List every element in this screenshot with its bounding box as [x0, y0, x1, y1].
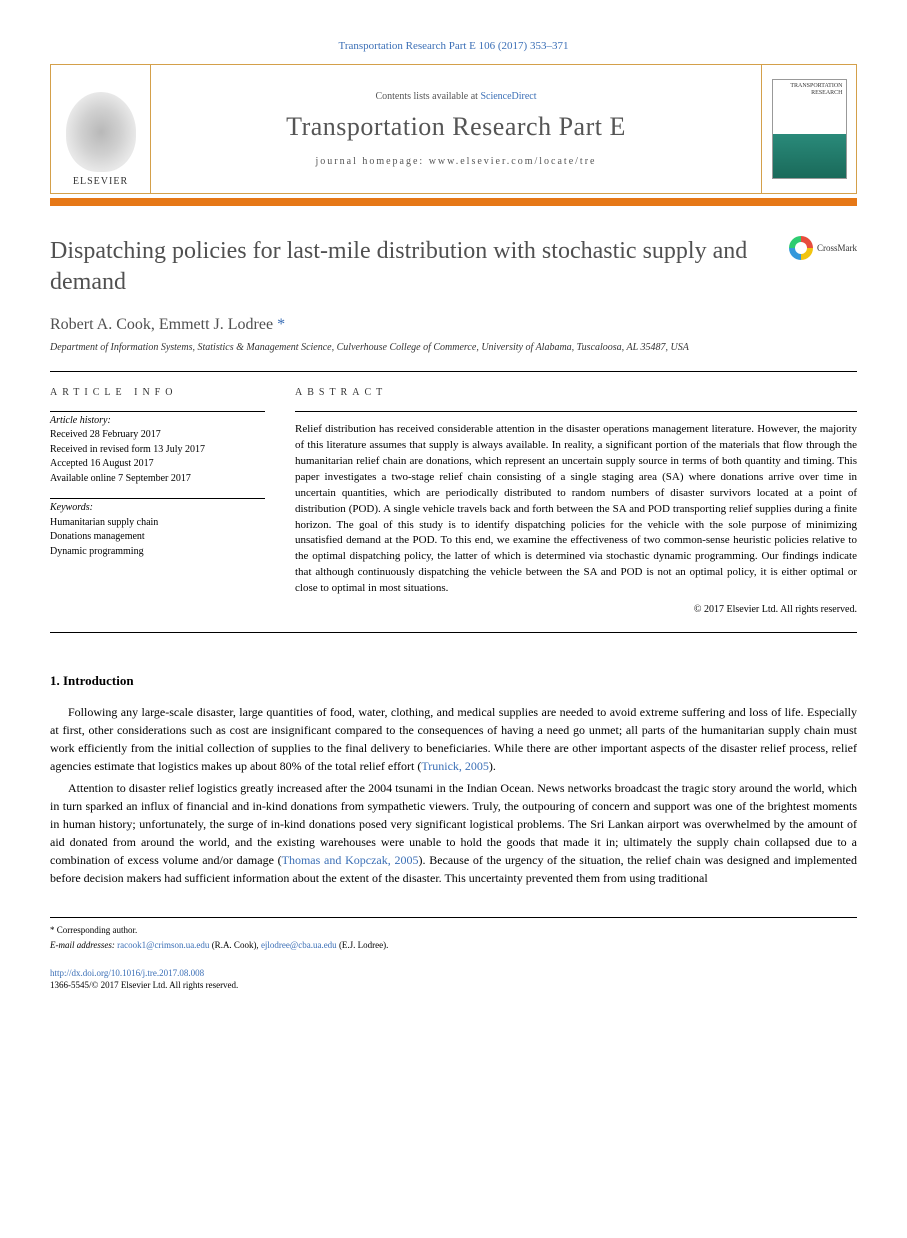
abstract-text: Relief distribution has received conside…: [295, 422, 857, 597]
journal-homepage: journal homepage: www.elsevier.com/locat…: [316, 156, 597, 167]
abstract-rule: [295, 411, 857, 412]
keyword: Dynamic programming: [50, 545, 265, 560]
email-label: E-mail addresses:: [50, 940, 117, 950]
history-line: Accepted 16 August 2017: [50, 457, 265, 472]
email-line: E-mail addresses: racook1@crimson.ua.edu…: [50, 939, 857, 953]
keywords-label: Keywords:: [50, 501, 265, 516]
email2-who: (E.J. Lodree).: [337, 940, 389, 950]
masthead: ELSEVIER Contents lists available at Sci…: [50, 64, 857, 194]
info-rule-2: [50, 498, 265, 499]
abstract-heading: ABSTRACT: [295, 386, 857, 401]
authors: Robert A. Cook, Emmett J. Lodree *: [50, 316, 857, 334]
title-row: Dispatching policies for last-mile distr…: [50, 236, 857, 298]
publisher-name: ELSEVIER: [73, 176, 128, 187]
citation-link[interactable]: Trunick, 2005: [421, 759, 489, 773]
intro-para-1: Following any large-scale disaster, larg…: [50, 703, 857, 775]
email-link[interactable]: racook1@crimson.ua.edu: [117, 940, 209, 950]
keywords-block: Keywords: Humanitarian supply chain Dona…: [50, 501, 265, 559]
intro-para-2: Attention to disaster relief logistics g…: [50, 779, 857, 887]
corresponding-marker: *: [277, 316, 285, 333]
info-abstract-row: ARTICLE INFO Article history: Received 2…: [50, 372, 857, 631]
citation-link[interactable]: Thomas and Kopczak, 2005: [282, 853, 419, 867]
rule-bottom: [50, 632, 857, 633]
contents-prefix: Contents lists available at: [375, 91, 480, 102]
keyword: Donations management: [50, 530, 265, 545]
article-info-heading: ARTICLE INFO: [50, 386, 265, 401]
sciencedirect-link[interactable]: ScienceDirect: [480, 91, 536, 102]
email1-who: (R.A. Cook),: [209, 940, 261, 950]
abstract: ABSTRACT Relief distribution has receive…: [295, 386, 857, 617]
authors-text: Robert A. Cook, Emmett J. Lodree: [50, 316, 273, 333]
crossmark-label: CrossMark: [817, 243, 857, 253]
para1-end: ).: [489, 759, 496, 773]
crossmark-badge[interactable]: CrossMark: [789, 236, 857, 260]
cover-title: TRANSPORTATION RESEARCH: [776, 83, 843, 96]
history-label: Article history:: [50, 414, 265, 429]
masthead-center: Contents lists available at ScienceDirec…: [151, 65, 761, 193]
copyright: © 2017 Elsevier Ltd. All rights reserved…: [295, 603, 857, 618]
email-link[interactable]: ejlodree@cba.ua.edu: [261, 940, 337, 950]
publisher-logo-block: ELSEVIER: [51, 65, 151, 193]
history-line: Received in revised form 13 July 2017: [50, 443, 265, 458]
history-block: Article history: Received 28 February 20…: [50, 414, 265, 487]
elsevier-tree-icon: [66, 92, 136, 172]
orange-divider: [50, 198, 857, 206]
history-line: Available online 7 September 2017: [50, 472, 265, 487]
doi-link[interactable]: http://dx.doi.org/10.1016/j.tre.2017.08.…: [50, 968, 204, 978]
header-journal-ref: Transportation Research Part E 106 (2017…: [50, 40, 857, 52]
cover-thumbnail-block: TRANSPORTATION RESEARCH: [761, 65, 856, 193]
info-rule-1: [50, 411, 265, 412]
history-line: Received 28 February 2017: [50, 428, 265, 443]
footer: * Corresponding author. E-mail addresses…: [50, 917, 857, 992]
contents-line: Contents lists available at ScienceDirec…: [375, 91, 536, 102]
doi-block: http://dx.doi.org/10.1016/j.tre.2017.08.…: [50, 967, 857, 992]
article-title: Dispatching policies for last-mile distr…: [50, 236, 769, 298]
section-heading-intro: 1. Introduction: [50, 673, 857, 689]
journal-name: Transportation Research Part E: [286, 112, 626, 142]
crossmark-icon: [789, 236, 813, 260]
journal-cover-icon: TRANSPORTATION RESEARCH: [772, 79, 847, 179]
issn-line: 1366-5545/© 2017 Elsevier Ltd. All right…: [50, 980, 238, 990]
page: Transportation Research Part E 106 (2017…: [0, 0, 907, 1022]
keyword: Humanitarian supply chain: [50, 516, 265, 531]
article-info: ARTICLE INFO Article history: Received 2…: [50, 386, 265, 617]
affiliation: Department of Information Systems, Stati…: [50, 342, 857, 353]
corresponding-note: * Corresponding author.: [50, 924, 857, 938]
